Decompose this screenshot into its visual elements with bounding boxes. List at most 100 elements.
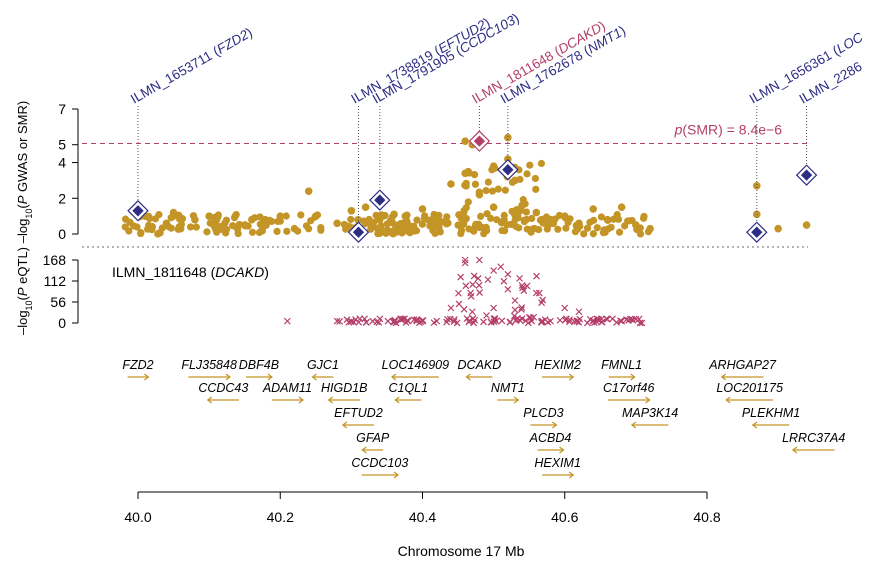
eqtl-point: [475, 281, 483, 289]
gwas-point: [504, 133, 512, 142]
gene-arrow-head: [720, 373, 727, 381]
eqtl-point: [446, 315, 454, 323]
gene-label: LOC201175: [716, 381, 783, 395]
eqtl-point: [376, 315, 384, 323]
gwas-point: [413, 216, 421, 224]
gwas-point: [586, 218, 594, 226]
eqtl-point: [343, 316, 351, 324]
gwas-point: [538, 215, 546, 224]
gwas-point: [774, 224, 782, 233]
gwas-point: [192, 223, 200, 231]
eqtl-point: [455, 289, 462, 297]
gene-label: C1QL1: [388, 381, 428, 395]
gwas-point: [607, 223, 615, 231]
gene-label: PLEKHM1: [742, 406, 800, 420]
eqtl-point: [593, 315, 601, 323]
gwas-point: [302, 222, 311, 230]
gene-arrow-head: [568, 373, 575, 381]
gwas-point: [519, 196, 527, 204]
gwas-point: [482, 227, 491, 235]
gwas-point: [544, 221, 552, 229]
gwas-point: [133, 223, 141, 231]
gwas-point: [501, 186, 509, 194]
eqtl-point: [467, 289, 475, 297]
eqtl-point: [538, 318, 545, 325]
gwas-point: [273, 227, 281, 236]
gwas-point: [307, 217, 315, 225]
eqtl-point: [447, 304, 455, 312]
eqtl-point: [539, 296, 547, 304]
gene-arrow-head: [513, 396, 520, 404]
gwas-point: [522, 208, 530, 216]
gwas-point: [367, 225, 375, 233]
eqtl-y-tick-label: 112: [44, 273, 67, 289]
gwas-point: [256, 220, 264, 228]
gwas-point: [404, 227, 412, 235]
gwas-point: [241, 221, 249, 229]
gwas-point: [562, 224, 570, 232]
gwas-point: [472, 220, 480, 228]
gwas-point: [508, 178, 517, 186]
gwas-point: [167, 224, 175, 232]
gwas-point: [597, 213, 606, 221]
gene-arrow-head: [394, 396, 400, 404]
gwas-point: [148, 226, 156, 234]
gene-label: CCDC103: [351, 456, 408, 470]
eqtl-point: [623, 316, 630, 323]
eqtl-point: [455, 300, 463, 308]
eqtl-point: [504, 285, 512, 293]
probe-diamond: [502, 164, 514, 176]
gwas-point: [528, 214, 536, 223]
gwas-point: [137, 229, 145, 237]
eqtl-point: [511, 306, 519, 314]
eqtl-point: [460, 305, 468, 313]
gwas-point: [274, 217, 282, 226]
gene-arrow-head: [559, 446, 565, 454]
gwas-point: [477, 212, 485, 221]
gwas-point: [494, 185, 502, 193]
gwas-point: [347, 206, 356, 215]
gwas-point: [431, 215, 439, 223]
eqtl-point: [403, 317, 411, 325]
gwas-point: [297, 211, 305, 219]
gwas-point: [251, 214, 259, 222]
gene-arrow-head: [630, 421, 637, 429]
eqtl-point: [474, 274, 482, 282]
eqtl-y-axis-label: –log10(P eQTL): [15, 247, 34, 335]
eqtl-point: [594, 315, 602, 323]
eqtl-panel: 0 56 112 168 –log10(P eQTL) ILMN_1811648 (DCA…: [15, 247, 646, 335]
gwas-smr-panel: 0 2 4 5 7 –log10(P GWAS or SMR) p(SMR) = 8.4e−…: [15, 10, 866, 248]
gwas-point: [186, 223, 195, 231]
eqtl-point: [527, 314, 535, 322]
gwas-point: [317, 224, 325, 232]
eqtl-point: [333, 317, 341, 325]
eqtl-point: [491, 315, 499, 323]
gene-arrow-head: [645, 396, 651, 404]
gwas-point: [210, 222, 219, 231]
gene-label: ARHGAP27: [708, 358, 777, 372]
gene-label: LRRC37A4: [782, 431, 845, 445]
gwas-point: [454, 221, 462, 229]
gwas-point: [617, 203, 626, 212]
x-tick-label: 40.4: [409, 509, 436, 525]
gwas-point: [248, 228, 257, 236]
gwas-point: [158, 224, 166, 232]
x-tick-label: 40.8: [693, 509, 720, 525]
eqtl-point: [556, 316, 564, 324]
probe-label: ILMN_1762678 (NMT1): [498, 23, 628, 107]
gwas-point: [203, 228, 211, 236]
gwas-point: [501, 227, 509, 235]
gwas-point: [600, 226, 608, 234]
probe-diamond: [352, 226, 365, 238]
top-y-tick-label: 0: [58, 226, 66, 242]
gwas-point: [342, 225, 350, 233]
gwas-point: [361, 203, 370, 212]
gwas-point: [268, 217, 276, 226]
probe-label: ILMN_1653711 (FZD2): [128, 25, 255, 107]
gwas-point: [464, 198, 472, 206]
gwas-point: [615, 228, 624, 236]
eqtl-point: [450, 318, 458, 325]
gene-label: HEXIM2: [534, 358, 581, 372]
gwas-point: [483, 210, 491, 218]
